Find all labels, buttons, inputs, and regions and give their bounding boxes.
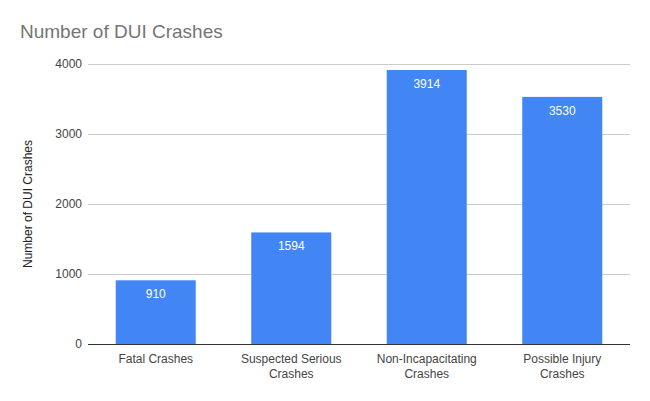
grid xyxy=(88,64,630,344)
chart: Number of DUI Crashes Number of DUI Crash… xyxy=(0,0,650,401)
data-label: 1594 xyxy=(278,239,305,253)
y-tick-label: 1000 xyxy=(55,267,82,281)
y-tick-label: 4000 xyxy=(55,57,82,71)
title: Number of DUI Crashes xyxy=(20,21,223,42)
data-label: 910 xyxy=(146,287,166,301)
y-axis-label: Number of DUI Crashes xyxy=(21,140,35,268)
y-tick-label: 0 xyxy=(75,337,82,351)
x-tick-label: Fatal Crashes xyxy=(118,352,193,366)
data-label: 3530 xyxy=(549,104,576,118)
y-tick-label: 2000 xyxy=(55,197,82,211)
bars xyxy=(116,70,603,344)
data-label: 3914 xyxy=(413,77,440,91)
bar xyxy=(116,280,196,344)
chart-root: Number of DUI Crashes Number of DUI Crash… xyxy=(0,0,650,401)
bar xyxy=(522,97,602,344)
grid-line xyxy=(88,64,630,65)
y-tick-label: 3000 xyxy=(55,127,82,141)
bar xyxy=(251,232,331,344)
x-tick-label: Suspected SeriousCrashes xyxy=(241,352,342,381)
background xyxy=(0,0,650,401)
x-tick-label: Possible InjuryCrashes xyxy=(523,352,601,381)
bar xyxy=(387,70,467,344)
x-tick-label: Non-IncapacitatingCrashes xyxy=(377,352,477,381)
